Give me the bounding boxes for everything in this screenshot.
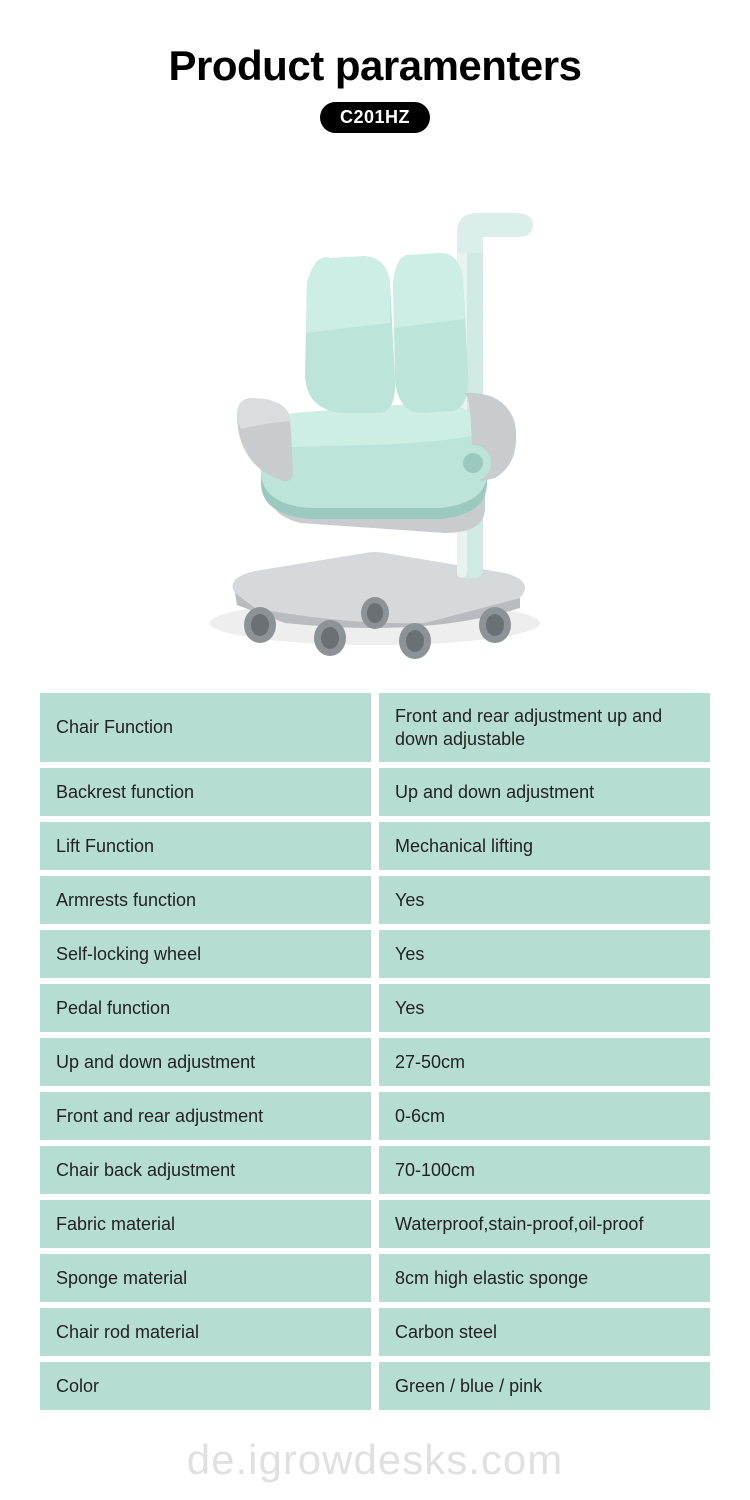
spec-row: Sponge material8cm high elastic sponge — [40, 1254, 710, 1302]
watermark: de.igrowdesks.com — [0, 1436, 750, 1484]
spec-row: Fabric materialWaterproof,stain-proof,oi… — [40, 1200, 710, 1248]
spec-value: 70-100cm — [379, 1146, 710, 1194]
spec-row: Lift FunctionMechanical lifting — [40, 822, 710, 870]
spec-value: Yes — [379, 984, 710, 1032]
spec-row: Pedal functionYes — [40, 984, 710, 1032]
spec-value: 8cm high elastic sponge — [379, 1254, 710, 1302]
spec-value: Mechanical lifting — [379, 822, 710, 870]
spec-row: Backrest functionUp and down adjustment — [40, 768, 710, 816]
spec-label: Lift Function — [40, 822, 371, 870]
spec-value: Yes — [379, 930, 710, 978]
spec-row: Up and down adjustment27-50cm — [40, 1038, 710, 1086]
spec-row: Armrests functionYes — [40, 876, 710, 924]
spec-value: Green / blue / pink — [379, 1362, 710, 1410]
spec-row: Self-locking wheelYes — [40, 930, 710, 978]
spec-value: Front and rear adjustment up and down ad… — [379, 693, 710, 762]
spec-row: Chair back adjustment70-100cm — [40, 1146, 710, 1194]
spec-label: Pedal function — [40, 984, 371, 1032]
chair-backrest — [305, 253, 468, 413]
spec-value: Up and down adjustment — [379, 768, 710, 816]
spec-label: Up and down adjustment — [40, 1038, 371, 1086]
page-title: Product paramenters — [0, 42, 750, 90]
spec-row: Chair rod materialCarbon steel — [40, 1308, 710, 1356]
spec-row: Front and rear adjustment0-6cm — [40, 1092, 710, 1140]
spec-label: Chair Function — [40, 693, 371, 762]
spec-value: Carbon steel — [379, 1308, 710, 1356]
spec-label: Fabric material — [40, 1200, 371, 1248]
spec-value: 27-50cm — [379, 1038, 710, 1086]
spec-label: Self-locking wheel — [40, 930, 371, 978]
spec-value: Yes — [379, 876, 710, 924]
spec-value: 0-6cm — [379, 1092, 710, 1140]
model-badge: C201HZ — [320, 102, 430, 133]
spec-label: Front and rear adjustment — [40, 1092, 371, 1140]
spec-value: Waterproof,stain-proof,oil-proof — [379, 1200, 710, 1248]
spec-label: Sponge material — [40, 1254, 371, 1302]
product-image — [0, 133, 750, 693]
chair-illustration — [165, 163, 585, 663]
spec-label: Color — [40, 1362, 371, 1410]
spec-table: Chair FunctionFront and rear adjustment … — [0, 693, 750, 1410]
spec-label: Armrests function — [40, 876, 371, 924]
spec-label: Chair rod material — [40, 1308, 371, 1356]
spec-row: ColorGreen / blue / pink — [40, 1362, 710, 1410]
spec-row: Chair FunctionFront and rear adjustment … — [40, 693, 710, 762]
spec-label: Chair back adjustment — [40, 1146, 371, 1194]
spec-label: Backrest function — [40, 768, 371, 816]
header: Product paramenters C201HZ — [0, 0, 750, 133]
